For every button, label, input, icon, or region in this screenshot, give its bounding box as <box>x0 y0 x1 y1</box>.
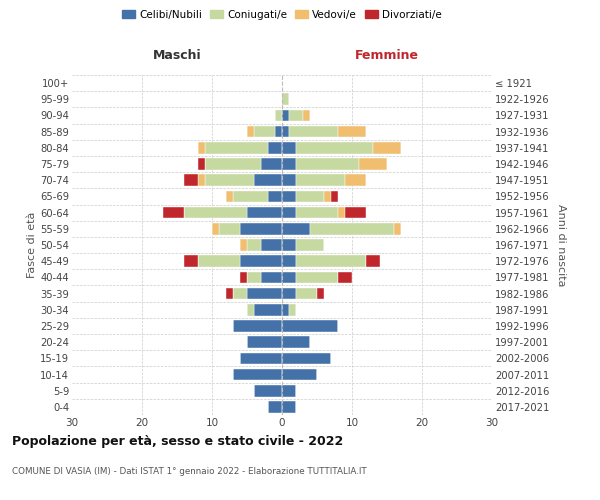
Bar <box>268 401 282 412</box>
Bar <box>345 207 366 218</box>
Bar <box>219 223 240 234</box>
Bar <box>296 272 338 283</box>
Bar <box>282 256 296 267</box>
Bar <box>275 110 282 122</box>
Bar <box>359 158 387 170</box>
Bar <box>296 207 338 218</box>
Bar <box>282 304 289 316</box>
Bar <box>247 304 254 316</box>
Bar <box>296 190 324 202</box>
Bar <box>282 158 296 170</box>
Bar <box>254 174 282 186</box>
Bar <box>240 223 282 234</box>
Bar <box>261 272 282 283</box>
Bar <box>184 207 247 218</box>
Bar <box>317 288 324 300</box>
Bar <box>296 288 317 300</box>
Y-axis label: Anni di nascita: Anni di nascita <box>556 204 566 286</box>
Bar <box>198 256 240 267</box>
Bar <box>282 272 296 283</box>
Bar <box>205 142 268 154</box>
Bar <box>184 256 198 267</box>
Bar <box>310 223 394 234</box>
Bar <box>282 110 289 122</box>
Bar <box>282 368 317 380</box>
Text: Popolazione per età, sesso e stato civile - 2022: Popolazione per età, sesso e stato civil… <box>12 435 343 448</box>
Bar <box>331 190 338 202</box>
Bar <box>296 158 359 170</box>
Text: Maschi: Maschi <box>152 50 202 62</box>
Bar <box>247 207 282 218</box>
Bar <box>282 288 296 300</box>
Bar <box>282 94 289 105</box>
Bar <box>233 288 247 300</box>
Bar <box>296 256 366 267</box>
Bar <box>275 126 282 138</box>
Bar <box>296 142 373 154</box>
Bar <box>212 223 219 234</box>
Bar <box>247 126 254 138</box>
Bar <box>289 110 303 122</box>
Bar <box>282 320 338 332</box>
Bar <box>268 142 282 154</box>
Bar <box>282 207 296 218</box>
Bar <box>282 336 310 348</box>
Bar <box>240 352 282 364</box>
Bar <box>282 352 331 364</box>
Bar <box>198 142 205 154</box>
Bar <box>247 336 282 348</box>
Bar <box>282 385 296 396</box>
Bar <box>226 190 233 202</box>
Bar <box>296 239 324 251</box>
Bar <box>338 126 366 138</box>
Bar <box>233 368 282 380</box>
Bar <box>289 126 338 138</box>
Bar <box>268 190 282 202</box>
Bar <box>198 158 205 170</box>
Bar <box>282 126 289 138</box>
Bar <box>247 239 261 251</box>
Bar <box>254 385 282 396</box>
Bar <box>261 158 282 170</box>
Bar <box>338 272 352 283</box>
Bar <box>233 320 282 332</box>
Bar <box>240 256 282 267</box>
Bar <box>205 158 261 170</box>
Bar <box>240 272 247 283</box>
Legend: Celibi/Nubili, Coniugati/e, Vedovi/e, Divorziati/e: Celibi/Nubili, Coniugati/e, Vedovi/e, Di… <box>118 6 446 24</box>
Bar <box>282 190 296 202</box>
Bar <box>303 110 310 122</box>
Bar <box>282 401 296 412</box>
Bar <box>184 174 198 186</box>
Bar <box>373 142 401 154</box>
Bar <box>324 190 331 202</box>
Bar <box>282 223 310 234</box>
Bar <box>205 174 254 186</box>
Bar <box>163 207 184 218</box>
Bar <box>247 272 261 283</box>
Bar <box>254 304 282 316</box>
Bar <box>345 174 366 186</box>
Bar <box>282 239 296 251</box>
Text: Femmine: Femmine <box>355 50 419 62</box>
Bar <box>282 142 296 154</box>
Bar <box>198 174 205 186</box>
Bar <box>282 174 296 186</box>
Text: COMUNE DI VASIA (IM) - Dati ISTAT 1° gennaio 2022 - Elaborazione TUTTITALIA.IT: COMUNE DI VASIA (IM) - Dati ISTAT 1° gen… <box>12 468 367 476</box>
Bar <box>394 223 401 234</box>
Bar <box>366 256 380 267</box>
Bar <box>233 190 268 202</box>
Bar <box>289 304 296 316</box>
Bar <box>226 288 233 300</box>
Bar <box>296 174 345 186</box>
Bar <box>247 288 282 300</box>
Y-axis label: Fasce di età: Fasce di età <box>28 212 37 278</box>
Bar <box>240 239 247 251</box>
Bar <box>261 239 282 251</box>
Bar <box>254 126 275 138</box>
Bar <box>338 207 345 218</box>
